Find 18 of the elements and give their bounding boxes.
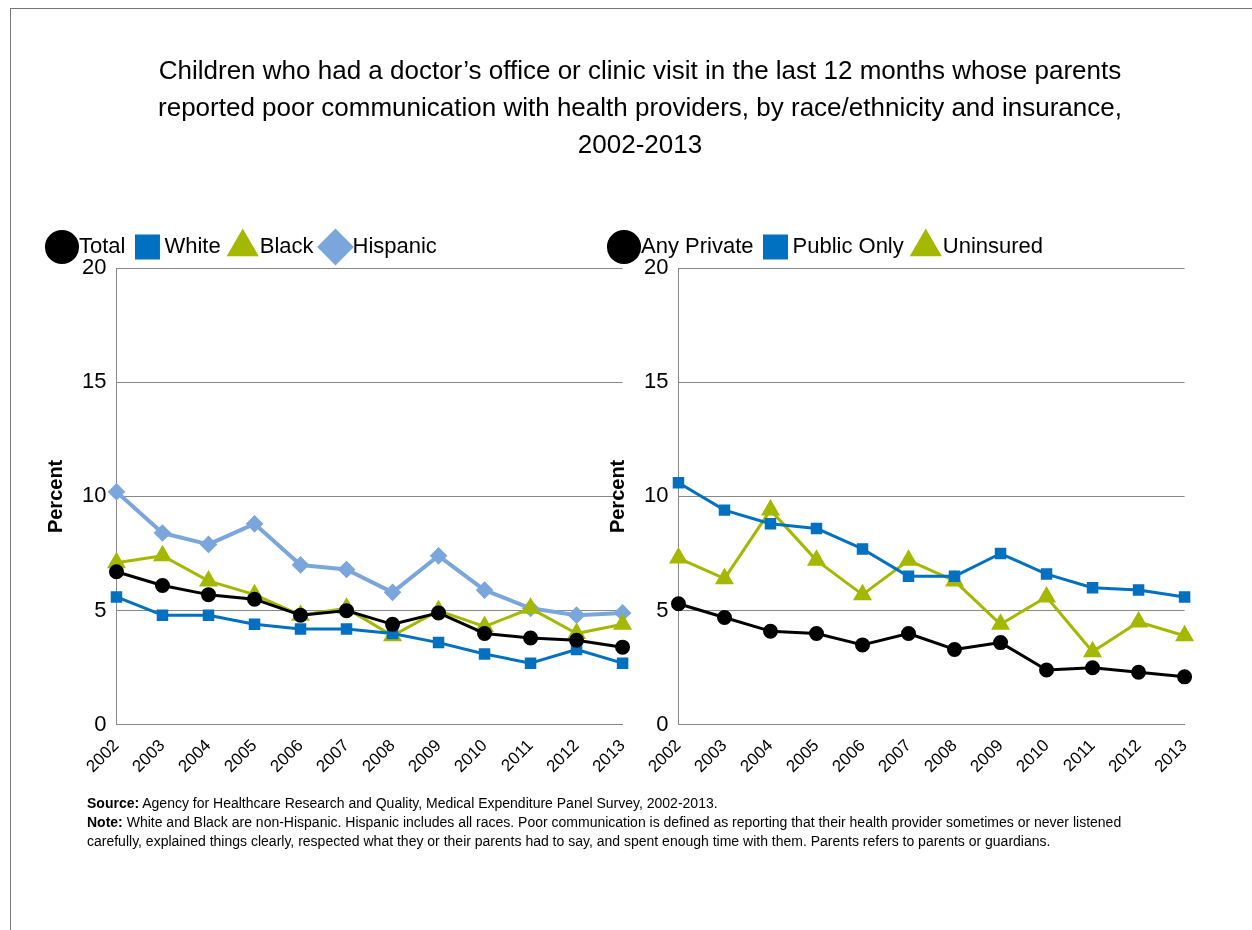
y-tick-label: 5 — [656, 596, 669, 622]
y-tick-label: 15 — [643, 368, 669, 394]
legend-label: White — [164, 233, 221, 259]
chart-title: Children who had a doctor’s office or clinic visit in the last 12 months whose parents reported poor communication with health providers, by race/ethnicity and insurance, 2002-2013 — [157, 54, 1123, 161]
y-tick-label: 10 — [643, 482, 669, 508]
y-axis-title: Percent — [605, 459, 628, 534]
y-tick-label: 15 — [81, 368, 107, 394]
y-tick-label: 0 — [94, 710, 107, 736]
y-tick-label: 0 — [656, 710, 669, 736]
legend-label: Public Only — [792, 233, 904, 259]
legend-label: Uninsured — [942, 233, 1044, 259]
y-tick-label: 5 — [94, 596, 107, 622]
legend-label: Hispanic — [352, 233, 437, 259]
text: Note: White and Black are non-Hispanic. Hispanic includes all races. Poor communication is defined as reporting that their health provider sometimes or never listened carefully, explained things clearly, respected what they or their parents had to say, and spent enough time with them. Parents refers to parents or guardians. — [87, 813, 1123, 851]
source-note: Source: Agency for Healthcare Research and Quality, Medical Expenditure Panel Survey, 2002-2013. — [87, 794, 719, 813]
y-axis-title: Percent — [43, 459, 66, 534]
legend-label: Black — [259, 233, 315, 259]
y-tick-label: 10 — [81, 482, 107, 508]
